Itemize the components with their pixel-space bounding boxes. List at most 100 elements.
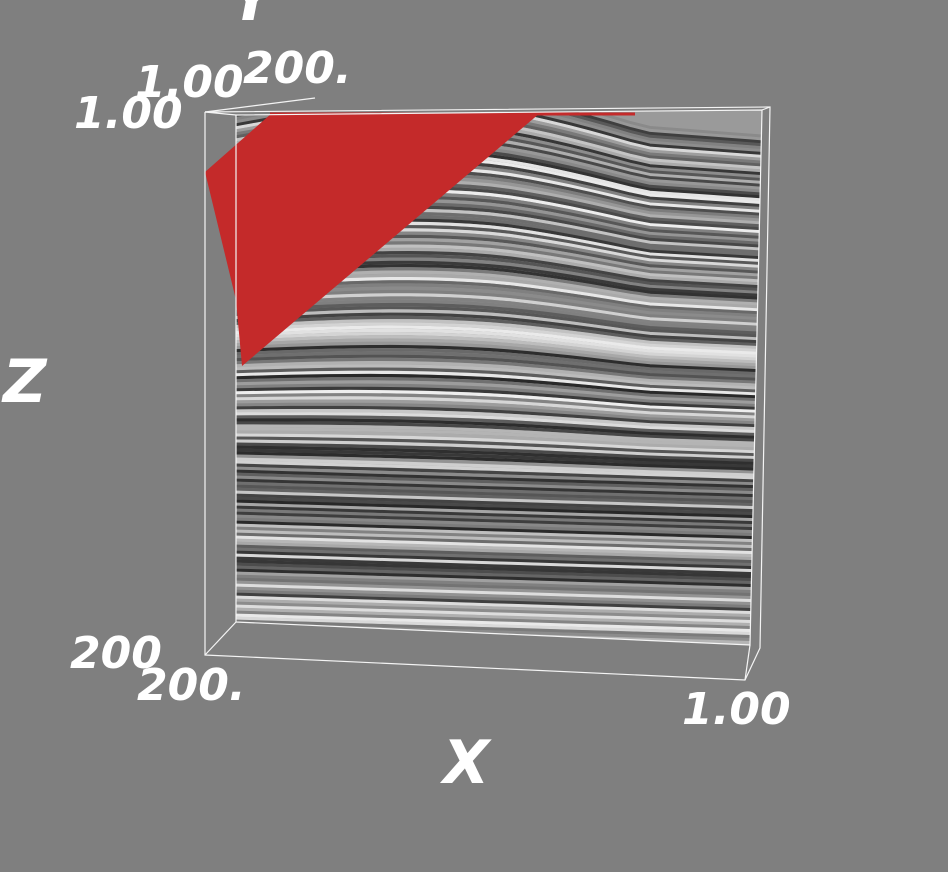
seismic-reflector xyxy=(236,457,762,478)
seismic-reflector xyxy=(236,487,762,507)
seismic-reflector xyxy=(236,541,762,561)
seismic-reflector xyxy=(236,556,762,576)
z-tick-label: 200 xyxy=(70,628,162,679)
seismic-reflector xyxy=(236,445,762,466)
seismic-reflector xyxy=(236,110,762,139)
seismic-reflector xyxy=(236,357,762,385)
box-edge xyxy=(761,106,771,111)
seismic-reflector xyxy=(236,568,762,588)
seismic-reflector xyxy=(236,430,762,452)
seismic-reflector xyxy=(236,110,762,142)
seismic-reflector xyxy=(236,302,762,336)
seismic-reflector xyxy=(236,586,762,606)
seismic-reflector xyxy=(236,598,762,618)
seismic-reflector xyxy=(236,427,762,449)
seismic-reflector xyxy=(236,110,762,145)
seismic-reflector xyxy=(236,454,762,475)
seismic-reflector xyxy=(236,499,762,519)
seismic-reflector xyxy=(236,565,762,585)
seismic-reflector xyxy=(236,439,762,460)
seismic-reflector xyxy=(236,496,762,516)
seismic-reflector xyxy=(236,409,762,431)
seismic-reflector xyxy=(236,580,762,600)
seismic-reflector xyxy=(236,583,762,603)
seismic-reflector xyxy=(236,538,762,558)
seismic-reflector xyxy=(236,331,762,362)
seismic-reflector xyxy=(236,412,762,434)
seismic-reflector xyxy=(236,364,762,391)
seismic-reflector xyxy=(236,399,762,423)
seismic-reflector xyxy=(236,511,762,531)
seismic-reflector xyxy=(236,517,762,537)
seismic-reflector xyxy=(236,577,762,597)
seismic-reflector xyxy=(236,322,762,353)
x-tick-label: 200. xyxy=(137,660,246,711)
seismic-reflector xyxy=(236,574,762,594)
seismic-reflector xyxy=(236,442,762,463)
seismic-reflector xyxy=(236,529,762,549)
seismic-reflector xyxy=(236,402,762,426)
seismic-reflector xyxy=(236,296,762,330)
seismic-reflector xyxy=(236,460,762,481)
seismic-reflector xyxy=(236,373,762,399)
seismic-reflector xyxy=(236,610,762,630)
seismic-reflector xyxy=(236,607,762,627)
seismic-reflector xyxy=(236,351,762,379)
red-surface xyxy=(205,113,540,366)
seismic-reflector xyxy=(236,386,762,411)
seismic-reflector xyxy=(236,421,762,443)
box-edge xyxy=(204,111,237,116)
seismic-reflector xyxy=(236,348,762,376)
seismic-reflector xyxy=(236,299,762,333)
seismic-reflector xyxy=(236,344,762,373)
seismic-reflector xyxy=(236,595,762,615)
seismic-reflector xyxy=(236,463,762,483)
seismic-reflector xyxy=(236,589,762,609)
seismic-reflector xyxy=(236,110,762,153)
seismic-reflector xyxy=(236,508,762,528)
seismic-reflector xyxy=(236,532,762,552)
seismic-reflector xyxy=(236,523,762,543)
seismic-reflector xyxy=(236,312,762,344)
seismic-reflector xyxy=(236,514,762,534)
seismic-reflector xyxy=(236,592,762,612)
seismic-reflector xyxy=(236,110,762,148)
seismic-reflector xyxy=(236,341,762,370)
box-edge xyxy=(204,621,237,656)
seismic-reflector xyxy=(236,306,762,339)
x-axis-label: X xyxy=(439,728,492,798)
seismic-reflector xyxy=(236,309,762,342)
seismic-reflector xyxy=(236,433,762,454)
seismic-reflector xyxy=(236,616,762,636)
seismic-reflector xyxy=(236,436,762,457)
seismic-reflector xyxy=(236,315,762,347)
seismic-reflector xyxy=(236,619,762,639)
seismic-reflector xyxy=(236,502,762,522)
seismic-reflector xyxy=(236,396,762,420)
seismic-reflector xyxy=(236,377,762,402)
seismic-reflector xyxy=(236,559,762,579)
y-tick-label: 1.00 xyxy=(135,57,244,108)
seismic-reflector xyxy=(236,389,762,414)
seismic-reflector xyxy=(236,601,762,621)
seismic-reflector xyxy=(236,367,762,394)
seismic-reflector xyxy=(236,448,762,469)
seismic-reflector xyxy=(236,505,762,525)
box-edge xyxy=(204,106,771,681)
seismic-reflector xyxy=(236,553,762,573)
y-tick-label: 200. xyxy=(243,43,352,94)
seismic-reflector xyxy=(236,481,762,501)
seismic-reflector xyxy=(236,613,762,633)
seismic-reflector xyxy=(236,466,762,486)
seismic-reflector xyxy=(236,571,762,591)
seismic-reflector xyxy=(236,325,762,356)
seismic-reflector xyxy=(236,405,762,428)
seismic-reflector xyxy=(236,469,762,489)
seismic-reflector xyxy=(236,393,762,417)
seismic-reflector xyxy=(236,535,762,555)
seismic-reflector xyxy=(236,451,762,472)
seismic-reflector xyxy=(236,475,762,495)
seismic-reflector xyxy=(236,490,762,510)
seismic-reflector xyxy=(236,328,762,359)
